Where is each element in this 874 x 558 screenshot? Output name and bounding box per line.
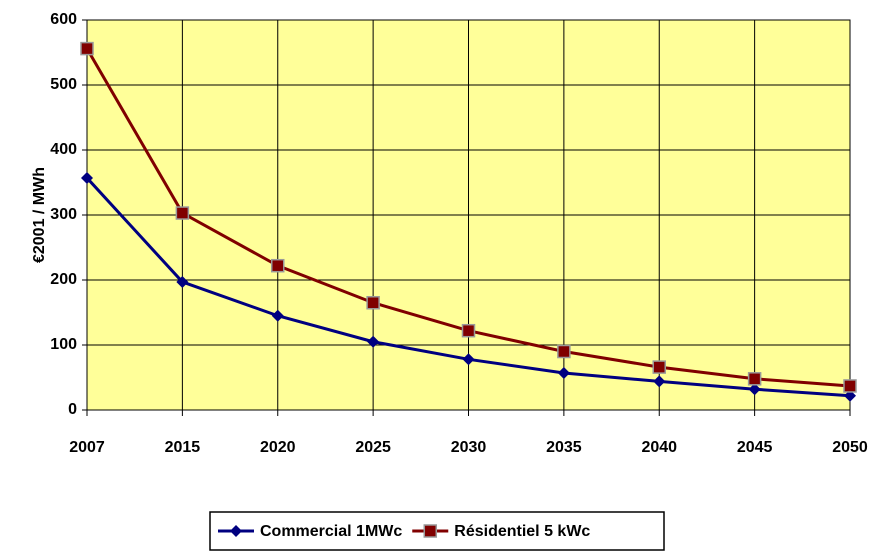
legend-marker	[230, 525, 242, 537]
marker	[366, 296, 380, 310]
marker	[176, 275, 189, 288]
x-tick-label: 2040	[641, 439, 677, 456]
y-tick-label: 100	[50, 336, 77, 353]
x-tick-label: 2007	[69, 439, 105, 456]
marker	[461, 323, 476, 338]
y-tick-label: 400	[50, 141, 77, 158]
marker	[843, 379, 857, 393]
legend-label: Commercial 1MWc	[260, 523, 402, 540]
marker	[748, 383, 761, 396]
y-tick-label: 600	[50, 11, 77, 28]
x-tick-label: 2045	[737, 439, 773, 456]
x-tick-label: 2020	[260, 439, 296, 456]
x-tick-label: 2025	[355, 439, 391, 456]
marker	[271, 309, 284, 322]
marker	[557, 344, 571, 359]
marker	[747, 372, 762, 386]
y-tick-label: 300	[50, 206, 77, 223]
y-tick-label: 200	[50, 271, 77, 288]
y-tick-label: 0	[68, 401, 77, 418]
marker	[652, 360, 666, 374]
marker	[271, 258, 285, 273]
marker	[462, 353, 475, 366]
marker	[367, 335, 380, 348]
x-tick-label: 2030	[451, 439, 487, 456]
marker	[81, 171, 93, 184]
marker	[175, 206, 190, 220]
x-tick-label: 2035	[546, 439, 582, 456]
y-tick-label: 500	[50, 76, 77, 93]
marker	[80, 41, 94, 56]
x-tick-label: 2015	[165, 439, 201, 456]
marker	[653, 375, 666, 388]
y-axis-label: €2001 / MWh	[31, 167, 48, 263]
legend-marker	[423, 524, 438, 538]
x-tick-label: 2050	[832, 439, 868, 456]
marker	[557, 366, 570, 379]
legend-label: Résidentiel 5 kWc	[454, 523, 590, 540]
